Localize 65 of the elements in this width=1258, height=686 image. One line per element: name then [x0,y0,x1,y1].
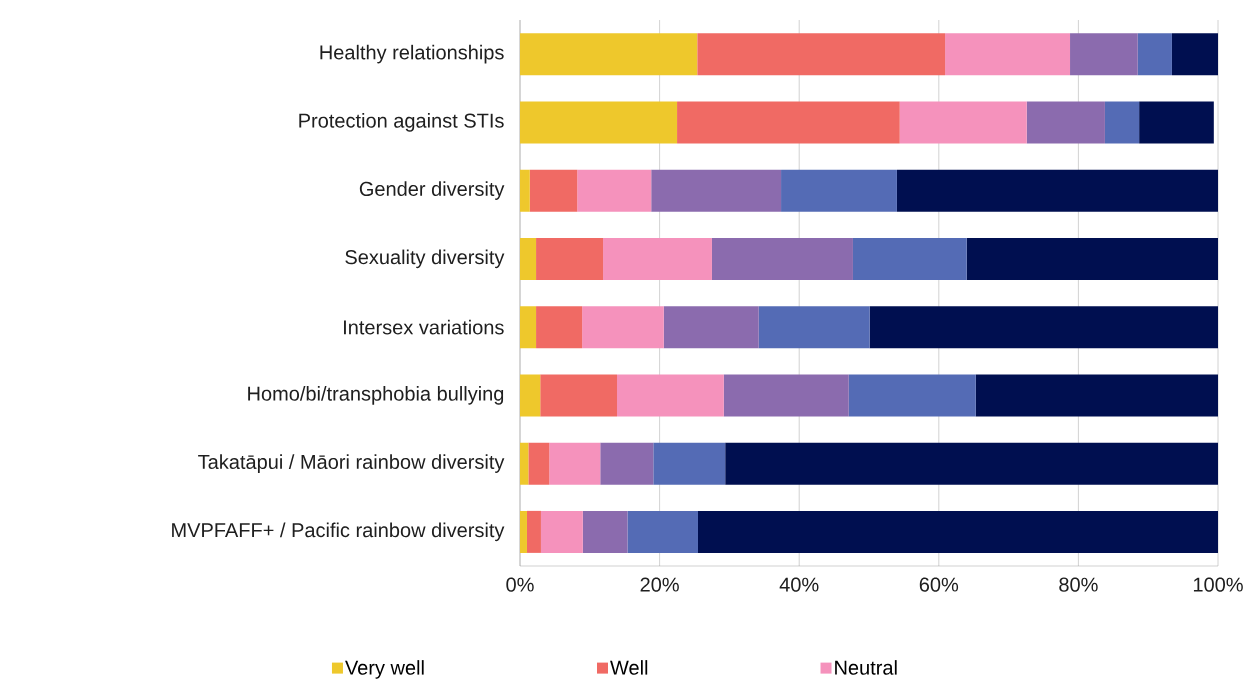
bar [1139,101,1214,144]
bar [966,237,1219,280]
bar [677,101,900,144]
bar [781,169,897,212]
x-tick-label: 80% [1059,577,1098,592]
bar [540,374,618,417]
bar [526,510,541,553]
bar [617,374,724,417]
bar [520,306,537,349]
y-tick-label: Intersex variations [344,319,504,335]
bar [529,169,578,212]
bar [852,237,967,280]
bar [869,306,1219,349]
y-tick-label: Takatāpui / Māori rainbow diversity [198,454,505,473]
bar [536,306,583,349]
bar [520,374,541,417]
x-tick-label: 40% [779,577,819,592]
bar [723,374,849,417]
bar [725,442,1219,485]
bar [520,237,537,280]
x-tick-label: 100% [1193,577,1243,592]
bar [697,33,946,76]
bar [945,33,1071,76]
bar [520,33,698,76]
x-tick-label: 60% [919,577,959,592]
bar [520,101,678,144]
bar [848,374,976,417]
bar [1171,33,1219,76]
bar [651,169,782,212]
bar [1137,33,1172,76]
legend-label: Very well [345,660,424,679]
bar [653,442,726,485]
bar [1104,101,1140,144]
legend-label: Well [610,660,648,675]
x-tick-label: 20% [640,577,679,592]
x-tick-label: 0% [506,577,534,592]
bar [603,237,712,280]
y-tick-label: Homo/bi/transphobia bullying [248,386,504,405]
bar [582,306,664,349]
bar [663,306,759,349]
y-tick-label: Protection against STIs [299,113,504,132]
bar [520,169,530,212]
bar [600,442,654,485]
bar [577,169,652,212]
y-tick-label: MVPFAFF+ / Pacific rainbow diversity [172,522,505,542]
bar [1026,101,1105,144]
bar [520,442,529,485]
bar [582,510,628,553]
bar [896,169,1219,212]
bar [711,237,853,280]
y-tick-label: Sexuality diversity [345,249,505,269]
bar [549,442,601,485]
bar [758,306,870,349]
bar [899,101,1027,144]
bar [536,237,604,280]
bar [540,510,583,553]
bar [975,374,1219,417]
y-tick-label: Healthy relationships [320,44,504,64]
bar [627,510,698,553]
bar [520,510,527,553]
legend-label: Neutral [835,660,897,675]
bar [1070,33,1138,76]
bar [528,442,550,485]
bar [697,510,1219,553]
y-tick-label: Gender diversity [359,181,505,200]
